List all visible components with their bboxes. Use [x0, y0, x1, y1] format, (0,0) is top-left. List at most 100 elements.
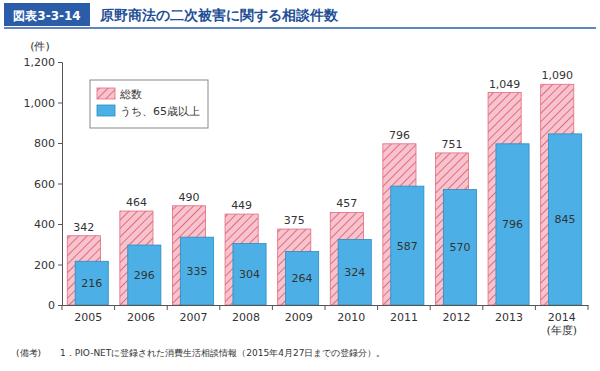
legend-swatch	[97, 88, 115, 99]
data-label: 570	[449, 241, 470, 254]
x-separator	[482, 305, 483, 310]
y-tick-mark	[58, 143, 62, 144]
x-tick-label: 2014	[548, 311, 576, 324]
bars	[67, 84, 581, 305]
series-0	[67, 84, 574, 305]
x-tick-label: 2005	[74, 311, 102, 324]
data-label: 1,090	[541, 69, 573, 82]
bar-senior	[233, 243, 266, 305]
x-tick: 2009	[285, 305, 313, 324]
title: 原野商法の二次被害に関する相談件数	[99, 7, 339, 23]
x-tick-label: 2011	[390, 311, 418, 324]
x-separator	[430, 305, 431, 310]
y-tick: 200	[34, 259, 62, 272]
y-tick-label: 600	[34, 178, 55, 191]
x-tick-label: 2006	[127, 311, 155, 324]
y-axis-title: (件)	[30, 40, 50, 53]
y-tick-mark	[58, 265, 62, 266]
y-axis-line	[58, 63, 63, 306]
x-separator	[62, 305, 63, 310]
x-tick-label: 2009	[285, 311, 313, 324]
x-separators	[62, 305, 588, 310]
x-tick: 2014	[548, 305, 576, 324]
bar-senior	[286, 252, 319, 305]
x-tick-label: 2007	[180, 311, 208, 324]
x-separator	[114, 305, 115, 310]
y-tick-mark	[58, 103, 62, 104]
x-tick: 2011	[390, 305, 418, 324]
bar-senior	[128, 245, 161, 305]
y-tick-label: 800	[34, 137, 55, 150]
y-tick: 1,000	[24, 97, 63, 110]
y-tick: 600	[34, 178, 62, 191]
y-tick-label: 400	[34, 218, 55, 231]
chart: 図表3-3-14 原野商法の二次被害に関する相談件数 342 464 490 449 375…	[0, 0, 600, 371]
x-separator	[167, 305, 168, 310]
data-label: 324	[344, 266, 365, 279]
x-separator	[535, 305, 536, 310]
data-label: 464	[126, 196, 147, 209]
y-axis: 0 200 400 600 800 1,000 1,200	[24, 56, 63, 312]
figure-number: 図表3-3-14	[13, 9, 80, 23]
data-label: 796	[502, 218, 523, 231]
y-tick-label: 1,000	[24, 97, 56, 110]
bar-senior	[443, 190, 476, 305]
data-label: 216	[81, 277, 102, 290]
header-rule	[4, 27, 596, 29]
x-separator	[219, 305, 220, 310]
data-label: 296	[134, 269, 155, 282]
x-tick: 2010	[337, 305, 365, 324]
x-tick-label: 2012	[443, 311, 471, 324]
data-label: 449	[231, 199, 252, 212]
legend: 総数うち、65歳以上	[90, 80, 208, 128]
bar-senior	[496, 144, 529, 305]
x-tick: 2005	[74, 305, 102, 324]
x-tick: 2012	[443, 305, 471, 324]
bar-senior	[391, 186, 424, 305]
series-1	[75, 134, 582, 305]
bar-senior	[549, 134, 582, 305]
x-tick: 2007	[180, 305, 208, 324]
data-label: 375	[284, 214, 305, 227]
data-label: 264	[292, 272, 313, 285]
x-tick-label: 2013	[495, 311, 523, 324]
bar-senior	[75, 261, 108, 305]
bar-senior	[180, 237, 213, 305]
legend-box	[90, 80, 208, 128]
data-labels: 3424644904493754577967511,0491,090216296…	[73, 69, 575, 290]
y-tick-label: 1,200	[24, 56, 56, 69]
x-tick: 2006	[127, 305, 155, 324]
x-tick-label: 2010	[337, 311, 365, 324]
header-box	[4, 3, 90, 26]
data-label: 587	[397, 240, 418, 253]
data-label: 490	[179, 191, 200, 204]
y-tick-mark	[58, 184, 62, 185]
note-label: (備考)	[16, 348, 41, 358]
note-text: 1．PIO-NETに登録された消費生活相談情報（2015年4月27日までの登録分…	[60, 348, 385, 358]
data-label: 751	[442, 138, 463, 151]
data-label: 845	[555, 213, 576, 226]
legend-swatch	[97, 105, 115, 116]
y-tick: 400	[34, 218, 62, 231]
y-tick: 800	[34, 137, 62, 150]
y-tick: 1,200	[24, 56, 63, 69]
legend-label: 総数	[119, 88, 142, 101]
data-label: 342	[73, 221, 94, 234]
y-tick-mark	[58, 62, 62, 63]
y-tick-mark	[58, 224, 62, 225]
y-tick-label: 200	[34, 259, 55, 272]
data-label: 304	[239, 268, 260, 281]
data-label: 796	[389, 129, 410, 142]
y-tick-label: 0	[48, 299, 55, 312]
legend-label: うち、65歳以上	[120, 105, 200, 118]
x-separator	[588, 305, 589, 310]
x-axis: 2005 2006 2007 2008 2009 2010 2011 2012 2013 2014	[63, 305, 589, 324]
x-separator	[272, 305, 273, 310]
x-tick: 2008	[232, 305, 260, 324]
bar-senior	[338, 239, 371, 305]
x-separator	[377, 305, 378, 310]
x-separator	[325, 305, 326, 310]
x-tick: 2013	[495, 305, 523, 324]
data-label: 457	[336, 197, 357, 210]
data-label: 335	[186, 265, 207, 278]
